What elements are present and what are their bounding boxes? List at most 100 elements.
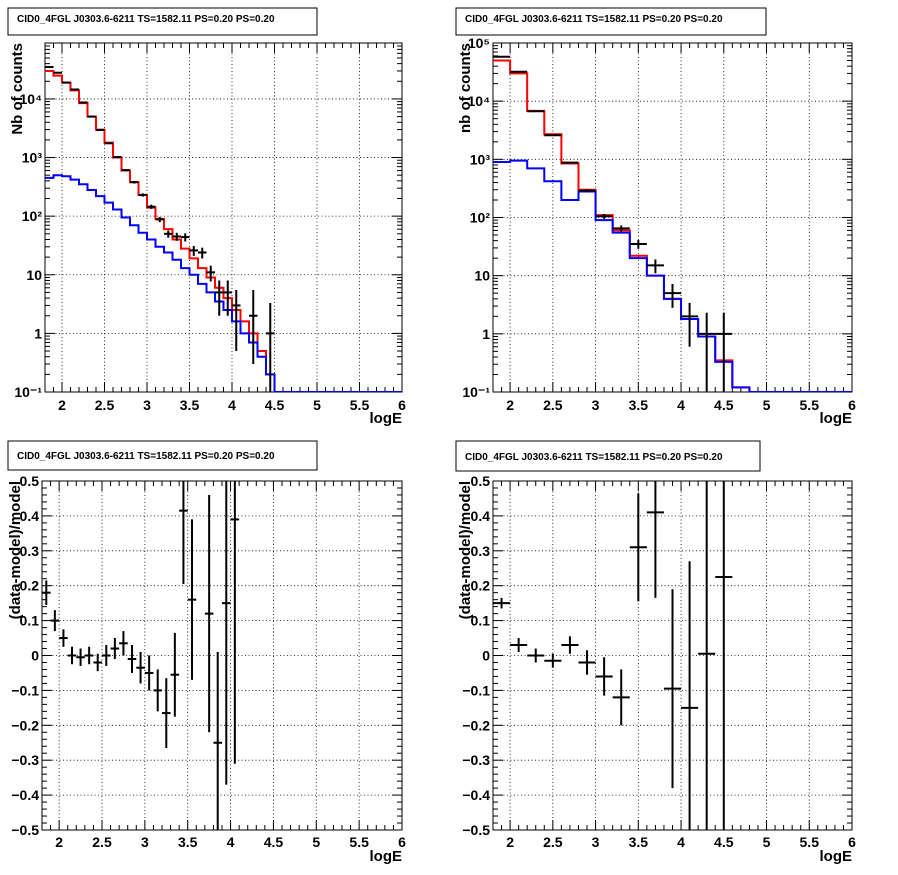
x-tick-label: 5.5 (350, 397, 370, 413)
title-box (7, 7, 318, 36)
y-tick-label: −0.4 (462, 787, 490, 803)
y-tick-label: 10² (22, 208, 43, 224)
data-point (646, 481, 664, 598)
y-axis-ticks (45, 42, 402, 393)
data-points (42, 481, 240, 830)
data-point (198, 247, 207, 259)
data-point (629, 240, 647, 249)
x-tick-label: 3.5 (178, 834, 198, 850)
total-model-histogram (45, 69, 402, 392)
data-point (93, 653, 102, 672)
x-tick-label: 2.5 (543, 397, 563, 413)
y-tick-label: −0.2 (462, 717, 490, 733)
y-tick-label: 0.3 (471, 543, 491, 559)
data-point (510, 638, 528, 653)
x-tick-label: 3.5 (629, 397, 649, 413)
data-point (663, 589, 682, 789)
data-point (612, 225, 630, 232)
y-tick-label: −0.1 (11, 682, 39, 698)
y-axis-label: nb of counts (457, 43, 474, 133)
data-point (179, 481, 188, 584)
y-tick-label: 1 (482, 326, 490, 342)
data-point (629, 493, 647, 602)
y-tick-label: 10² (470, 210, 491, 226)
data-point (127, 645, 137, 673)
x-tick-label: 4 (228, 397, 236, 413)
x-tick-label: 6 (398, 834, 406, 850)
y-tick-label: 10⁻¹ (462, 384, 490, 400)
data-point (147, 204, 156, 209)
x-tick-label: 2 (55, 834, 63, 850)
data-point (110, 638, 120, 659)
x-tick-label: 5 (763, 397, 771, 413)
data-point (232, 289, 241, 352)
plot-area (42, 481, 240, 830)
data-point (544, 134, 562, 137)
data-point (698, 312, 716, 392)
data-point (544, 653, 562, 668)
data-point (130, 180, 139, 184)
x-tick-label: 5 (313, 397, 321, 413)
x-tick-label: 4 (677, 397, 685, 413)
data-point (595, 213, 613, 219)
data-point (527, 648, 545, 663)
x-tick-label: 5.5 (800, 834, 820, 850)
y-tick-label: −0.3 (11, 752, 39, 768)
y-tick-label: 10 (26, 267, 42, 283)
data-point (144, 655, 154, 691)
plot-panel-2: CID0_4FGL J0303.6-6211 TS=1582.11 PS=0.2… (455, 7, 856, 427)
data-point (222, 481, 231, 785)
y-tick-label: 10⁵ (468, 35, 490, 51)
data-point (50, 610, 60, 632)
y-axis-label: (data-model)/model (7, 481, 24, 619)
x-tick-label: 4.5 (714, 834, 734, 850)
y-axis-ticks (493, 42, 852, 393)
y-tick-label: 0.4 (471, 508, 491, 524)
y-tick-label: 0.1 (20, 613, 40, 629)
data-point (79, 101, 88, 104)
x-tick-label: 2 (506, 397, 514, 413)
data-point (595, 657, 613, 696)
data-point (162, 678, 171, 748)
y-tick-label: 0.5 (20, 473, 40, 489)
data-points (45, 66, 275, 392)
x-tick-label: 2.5 (92, 834, 112, 850)
chart-title: CID0_4FGL J0303.6-6211 TS=1582.11 PS=0.2… (465, 452, 723, 463)
y-tick-label: 0.1 (471, 613, 491, 629)
x-tick-label: 3 (592, 397, 600, 413)
y-tick-label: −0.2 (11, 717, 39, 733)
data-point (715, 312, 733, 392)
data-point (172, 232, 181, 241)
x-tick-label: 4.5 (265, 397, 285, 413)
y-tick-label: 10 (474, 268, 490, 284)
y-tick-label: 10⁴ (468, 93, 491, 109)
data-point (96, 129, 105, 132)
y-tick-label: 0.5 (471, 473, 491, 489)
data-points (493, 55, 733, 392)
x-tick-label: 3 (592, 834, 600, 850)
grid (493, 43, 852, 392)
data-point (76, 648, 85, 666)
data-point (578, 650, 596, 675)
data-point (102, 645, 111, 666)
data-point (527, 110, 545, 113)
y-tick-label: 0 (482, 648, 490, 664)
y-tick-label: 0.2 (471, 578, 491, 594)
data-point (138, 193, 147, 197)
data-point (42, 580, 51, 605)
y-tick-label: −0.5 (462, 822, 490, 838)
data-point (223, 280, 232, 316)
plot-area (493, 481, 733, 830)
data-point (67, 646, 77, 665)
data-point (561, 636, 579, 654)
x-axis-label: logE (820, 410, 853, 427)
x-tick-label: 5.5 (349, 834, 369, 850)
x-tick-label: 2 (506, 834, 514, 850)
x-axis-ticks (44, 43, 403, 392)
y-tick-label: 0.4 (20, 508, 40, 524)
y-tick-label: −0.4 (11, 787, 39, 803)
plot-panel-3: CID0_4FGL J0303.6-6211 TS=1582.11 PS=0.2… (7, 440, 406, 865)
data-point (189, 245, 198, 256)
data-point (715, 481, 733, 830)
y-tick-label: 10³ (22, 150, 43, 166)
